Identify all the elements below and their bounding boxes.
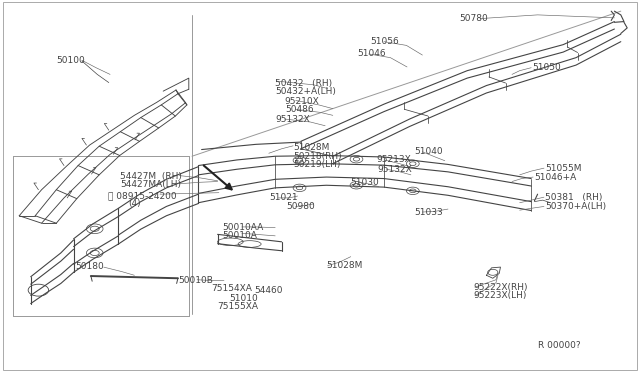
- Text: 51021: 51021: [269, 193, 298, 202]
- Text: 51055M: 51055M: [545, 164, 582, 173]
- Text: Ⓢ 08915-24200: Ⓢ 08915-24200: [108, 191, 176, 200]
- Text: 50219(LH): 50219(LH): [293, 160, 340, 169]
- Text: 50432   (RH): 50432 (RH): [275, 79, 332, 88]
- Text: (4): (4): [128, 199, 141, 208]
- Text: 50381   (RH): 50381 (RH): [545, 193, 603, 202]
- Text: 51046+A: 51046+A: [534, 173, 577, 182]
- Text: 95222X(RH): 95222X(RH): [474, 283, 528, 292]
- Text: R 00000?: R 00000?: [538, 341, 580, 350]
- Text: 54427M  (RH): 54427M (RH): [120, 172, 182, 181]
- Text: 50980: 50980: [287, 202, 316, 211]
- Text: 95210X: 95210X: [285, 97, 319, 106]
- Text: 50180: 50180: [76, 262, 104, 271]
- Text: 50010A: 50010A: [223, 231, 257, 240]
- Text: 51050: 51050: [532, 63, 561, 72]
- Text: 51056: 51056: [370, 37, 399, 46]
- Text: 50010AA: 50010AA: [223, 223, 264, 232]
- Text: 51028M: 51028M: [326, 261, 363, 270]
- Text: 51028M: 51028M: [293, 143, 330, 152]
- Text: 50100: 50100: [56, 56, 85, 65]
- Text: 51046: 51046: [357, 49, 386, 58]
- Text: 54460: 54460: [255, 286, 284, 295]
- Text: 50486: 50486: [285, 105, 314, 114]
- Text: 50010B: 50010B: [178, 276, 212, 285]
- Text: 95132X: 95132X: [275, 115, 310, 124]
- Text: 54427MA(LH): 54427MA(LH): [120, 180, 181, 189]
- Text: 51030: 51030: [351, 178, 380, 187]
- Text: 75155XA: 75155XA: [218, 302, 259, 311]
- Text: 50370+A(LH): 50370+A(LH): [545, 202, 607, 211]
- Text: 50218(RH): 50218(RH): [293, 152, 342, 161]
- Text: 95223X(LH): 95223X(LH): [474, 291, 527, 300]
- Text: 51040: 51040: [415, 147, 444, 156]
- Text: 51033: 51033: [415, 208, 444, 217]
- Text: 50780: 50780: [460, 14, 488, 23]
- Text: 95213X: 95213X: [376, 155, 411, 164]
- Text: 51010: 51010: [229, 294, 258, 303]
- Text: 50432+A(LH): 50432+A(LH): [275, 87, 336, 96]
- Text: 75154XA: 75154XA: [211, 284, 252, 293]
- Text: 95132X: 95132X: [378, 165, 412, 174]
